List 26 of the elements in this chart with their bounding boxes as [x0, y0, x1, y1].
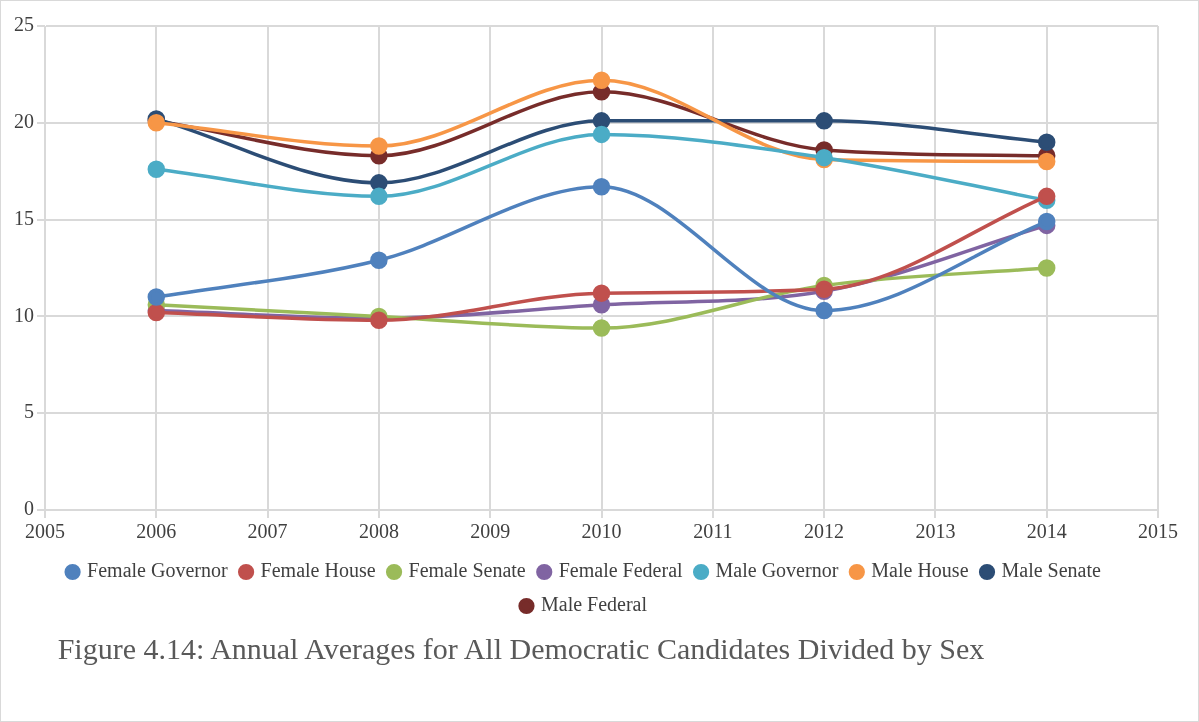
- x-tick-label: 2015: [1138, 520, 1178, 543]
- x-tick-label: 2008: [358, 520, 399, 543]
- caption: Figure 4.14: Annual Averages for All Democratic Candidates Divided by Sex: [56, 631, 986, 667]
- x-tick-label: 2012: [804, 520, 845, 543]
- x-tick-label: 2010: [581, 520, 622, 543]
- legend-label: Male Senate: [1001, 559, 1102, 582]
- legend-label: Female Senate: [408, 559, 526, 582]
- y-tick-label: 0: [24, 497, 34, 520]
- legend-label: Male Federal: [540, 593, 648, 616]
- legend-label: Female Governor: [87, 559, 228, 582]
- y-tick-label: 15: [14, 206, 34, 229]
- x-tick-label: 2013: [915, 520, 956, 543]
- y-tick-label: 20: [14, 110, 34, 133]
- legend-label: Female Federal: [558, 559, 684, 582]
- x-tick-label: 2007: [247, 520, 288, 543]
- x-tick-label: 2011: [693, 520, 733, 543]
- x-tick-label: 2014: [1026, 520, 1067, 543]
- y-tick-label: 10: [14, 303, 34, 326]
- x-tick-label: 2006: [136, 520, 177, 543]
- legend-label: Male Governor: [715, 559, 839, 582]
- x-tick-label: 2009: [470, 520, 511, 543]
- y-tick-label: 25: [14, 13, 34, 36]
- x-tick-label: 2005: [25, 520, 65, 543]
- legend-label: Female House: [260, 559, 376, 582]
- legend-label: Male House: [871, 559, 969, 582]
- y-tick-label: 5: [24, 400, 34, 423]
